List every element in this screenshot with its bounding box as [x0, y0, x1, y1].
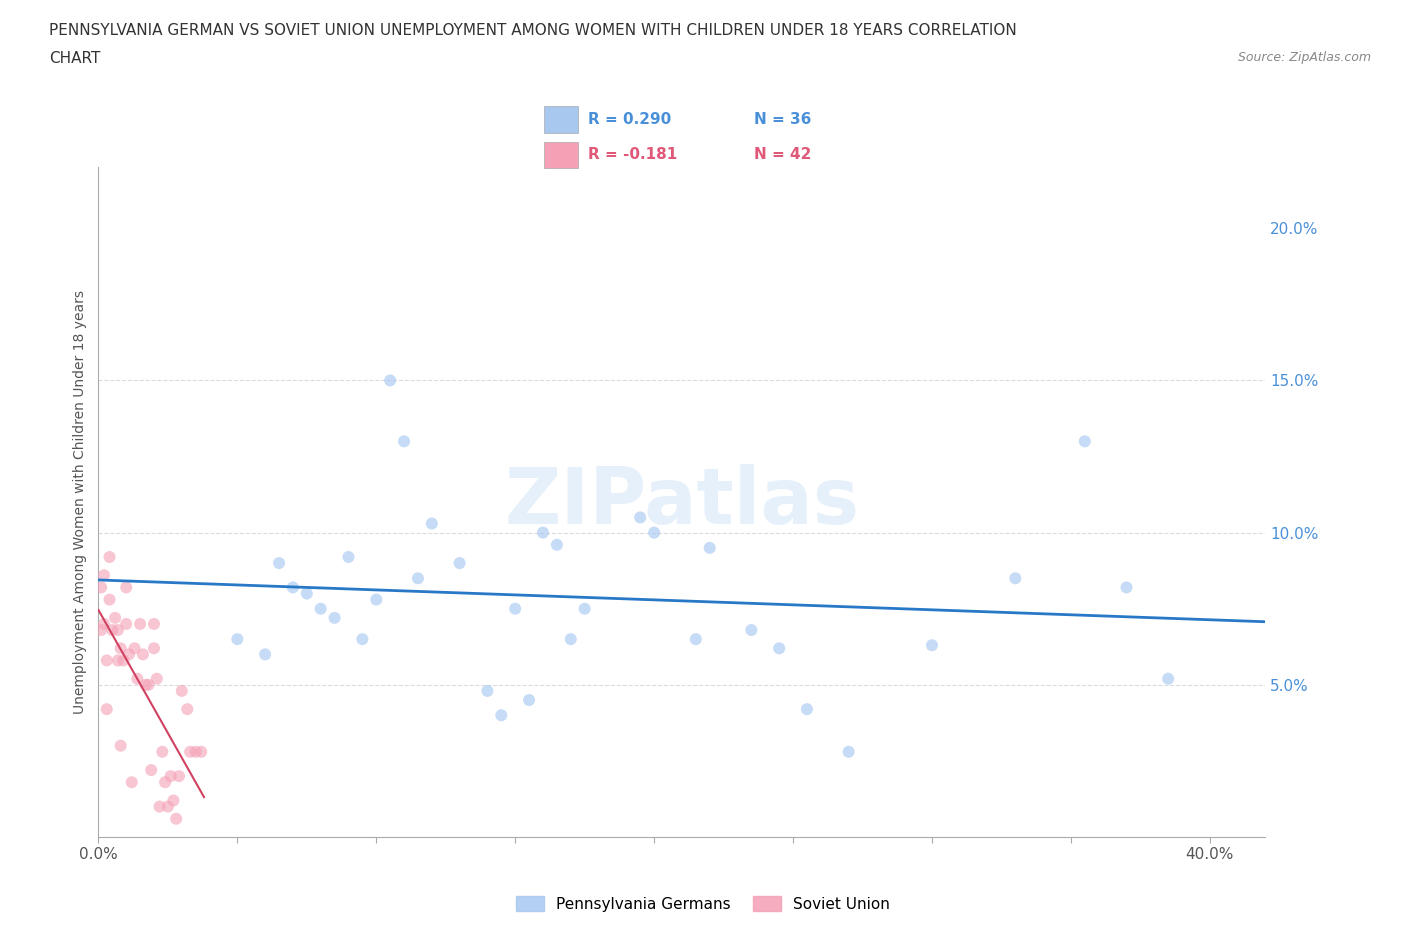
Point [176, 702, 198, 717]
Point [491, 708, 513, 723]
Point [118, 647, 141, 662]
Text: CHART: CHART [49, 51, 101, 66]
Point [643, 525, 665, 540]
Point [146, 671, 169, 686]
Point [107, 653, 129, 668]
Point [546, 538, 568, 552]
Point [184, 744, 207, 759]
Point [449, 555, 471, 570]
Point [740, 622, 762, 637]
Point [104, 610, 127, 625]
Point [159, 769, 181, 784]
Point [628, 510, 651, 525]
Point [226, 631, 249, 646]
Point [167, 769, 190, 784]
Point [796, 702, 818, 717]
Point [90, 580, 112, 595]
Point [150, 744, 173, 759]
Point [366, 592, 388, 607]
Point [141, 763, 163, 777]
Point [93, 617, 115, 631]
Text: N = 42: N = 42 [754, 147, 811, 163]
Point [112, 653, 135, 668]
Point [170, 684, 193, 698]
Point [768, 641, 790, 656]
Point [921, 638, 943, 653]
Point [107, 622, 129, 637]
Bar [544, 141, 578, 168]
Text: R = 0.290: R = 0.290 [588, 112, 672, 127]
Point [156, 799, 179, 814]
Point [337, 550, 360, 565]
Point [129, 617, 152, 631]
Point [838, 744, 860, 759]
Point [477, 684, 499, 698]
Point [148, 799, 170, 814]
Point [352, 631, 374, 646]
Point [323, 610, 346, 625]
Point [503, 602, 526, 617]
Point [110, 641, 132, 656]
Text: PENNSYLVANIA GERMAN VS SOVIET UNION UNEMPLOYMENT AMONG WOMEN WITH CHILDREN UNDER: PENNSYLVANIA GERMAN VS SOVIET UNION UNEM… [49, 23, 1017, 38]
Point [1157, 671, 1180, 686]
Point [295, 586, 318, 601]
Point [517, 693, 540, 708]
Text: Source: ZipAtlas.com: Source: ZipAtlas.com [1237, 51, 1371, 64]
Point [1074, 434, 1097, 449]
Point [96, 653, 118, 668]
Point [115, 580, 138, 595]
Point [392, 434, 415, 449]
Point [267, 555, 290, 570]
Point [165, 811, 187, 826]
Text: ZIPatlas: ZIPatlas [505, 464, 859, 540]
Point [420, 516, 443, 531]
Point [101, 622, 124, 637]
Point [281, 580, 304, 595]
Point [531, 525, 554, 540]
Point [699, 540, 721, 555]
Point [143, 641, 166, 656]
Point [127, 671, 149, 686]
Point [124, 641, 146, 656]
Point [115, 617, 138, 631]
Point [574, 602, 596, 617]
Point [98, 550, 121, 565]
Point [378, 373, 402, 388]
Point [98, 592, 121, 607]
Point [162, 793, 184, 808]
Point [138, 677, 160, 692]
Point [96, 702, 118, 717]
Text: N = 36: N = 36 [754, 112, 811, 127]
Point [93, 568, 115, 583]
Point [90, 622, 112, 637]
Text: R = -0.181: R = -0.181 [588, 147, 678, 163]
Point [1115, 580, 1137, 595]
Point [406, 571, 429, 586]
Point [143, 617, 166, 631]
Point [309, 602, 332, 617]
Point [121, 775, 143, 790]
Point [685, 631, 707, 646]
Point [110, 738, 132, 753]
Point [153, 775, 176, 790]
Point [132, 647, 155, 662]
Point [254, 647, 277, 662]
Y-axis label: Unemployment Among Women with Children Under 18 years: Unemployment Among Women with Children U… [73, 290, 87, 714]
Point [179, 744, 201, 759]
Point [1004, 571, 1026, 586]
Bar [544, 106, 578, 133]
Point [560, 631, 582, 646]
Point [135, 677, 157, 692]
Point [190, 744, 212, 759]
Legend: Pennsylvania Germans, Soviet Union: Pennsylvania Germans, Soviet Union [510, 889, 896, 918]
